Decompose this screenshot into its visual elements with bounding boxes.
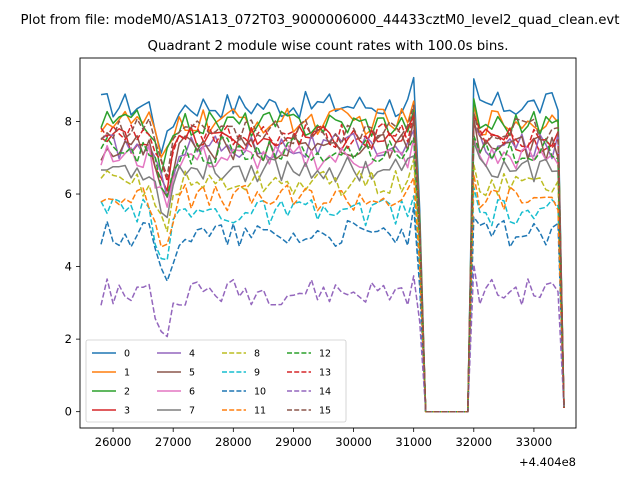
series-line-10 xyxy=(100,206,565,413)
legend-label-5: 5 xyxy=(189,368,195,379)
chart-title: Quadrant 2 module wise count rates with … xyxy=(148,39,509,54)
x-tick-label: 28000 xyxy=(215,435,252,449)
y-tick-label: 2 xyxy=(65,332,72,346)
x-tick-label: 26000 xyxy=(95,435,132,449)
legend-label-12: 12 xyxy=(319,349,331,360)
series-line-7 xyxy=(101,140,565,413)
y-tick-label: 0 xyxy=(65,405,72,419)
series-line-12 xyxy=(100,134,565,413)
legend-label-13: 13 xyxy=(319,368,331,379)
legend-label-14: 14 xyxy=(319,387,331,398)
series-group xyxy=(100,76,565,413)
x-offset-label: +4.404e8 xyxy=(519,455,576,469)
legend-label-4: 4 xyxy=(189,349,195,360)
plot-area: 26000 27000 28000 29000 30000 31000 32000 33000… xyxy=(65,57,577,469)
series-line-8 xyxy=(100,158,565,413)
series-line-0 xyxy=(100,76,565,413)
legend-label-6: 6 xyxy=(189,387,195,398)
legend-label-2: 2 xyxy=(124,387,130,398)
legend-label-11: 11 xyxy=(254,406,266,417)
series-line-4 xyxy=(100,123,565,413)
series-line-15 xyxy=(100,104,565,413)
legend-label-3: 3 xyxy=(124,406,130,417)
x-tick-label: 29000 xyxy=(275,435,312,449)
series-line-11 xyxy=(100,173,565,413)
y-tick-label: 6 xyxy=(65,187,72,201)
legend-label-7: 7 xyxy=(189,406,195,417)
x-tick-label: 30000 xyxy=(335,435,372,449)
legend-label-1: 1 xyxy=(124,368,130,379)
y-axis: 0 2 4 6 8 xyxy=(65,114,80,419)
x-tick-label: 31000 xyxy=(395,435,432,449)
legend-label-10: 10 xyxy=(254,387,266,398)
x-tick-label: 27000 xyxy=(155,435,192,449)
legend-label-15: 15 xyxy=(319,406,331,417)
x-tick-label: 33000 xyxy=(516,435,553,449)
y-tick-label: 8 xyxy=(65,114,72,128)
legend-label-8: 8 xyxy=(254,349,260,360)
x-tick-label: 32000 xyxy=(455,435,492,449)
series-line-9 xyxy=(100,186,565,413)
axes-frame xyxy=(79,57,577,429)
figure-suptitle: Plot from file: modeM0/AS1A13_072T03_900… xyxy=(21,13,620,28)
y-tick-label: 4 xyxy=(65,260,72,274)
legend-label-0: 0 xyxy=(124,349,130,360)
series-line-14 xyxy=(100,263,565,413)
legend-box xyxy=(85,339,347,423)
x-axis: 26000 27000 28000 29000 30000 31000 32000 33000 xyxy=(95,428,552,449)
legend-label-9: 9 xyxy=(254,368,260,379)
